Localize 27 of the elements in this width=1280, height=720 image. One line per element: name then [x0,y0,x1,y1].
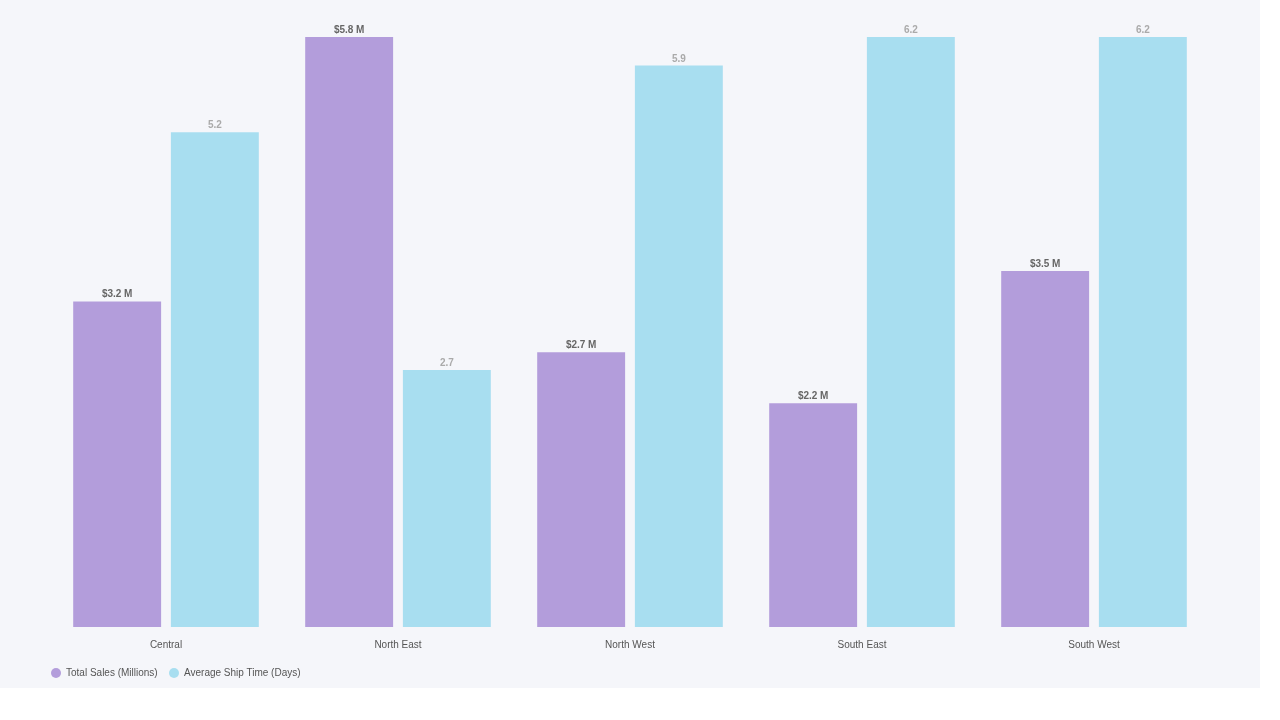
legend-label: Average Ship Time (Days) [184,667,301,678]
bar [866,37,955,627]
x-tick-label: North West [605,638,656,650]
bar [634,65,723,627]
data-label: $2.7 M [565,339,597,351]
x-tick-label: South East [837,638,887,650]
bar [170,132,259,627]
data-label: 6.2 [1135,24,1151,35]
bar [73,301,162,627]
data-label: $5.8 M [333,24,365,35]
bar [1001,270,1090,627]
legend-label: Total Sales (Millions) [66,667,158,678]
x-tick-label: North East [374,638,422,650]
data-label: 2.7 [439,357,455,369]
data-label: $2.2 M [797,390,829,402]
x-tick-label: Central [149,638,183,650]
bar [769,403,858,627]
x-tick-label: South West [1068,638,1120,650]
data-label: 6.2 [903,24,919,35]
data-label: $3.5 M [1029,257,1061,269]
data-label: 5.2 [207,119,223,131]
bar [305,37,394,627]
bar [402,370,491,627]
bar [1098,37,1187,627]
data-label: 5.9 [671,52,687,64]
bar [537,352,626,627]
data-label: $3.2 M [101,288,133,300]
